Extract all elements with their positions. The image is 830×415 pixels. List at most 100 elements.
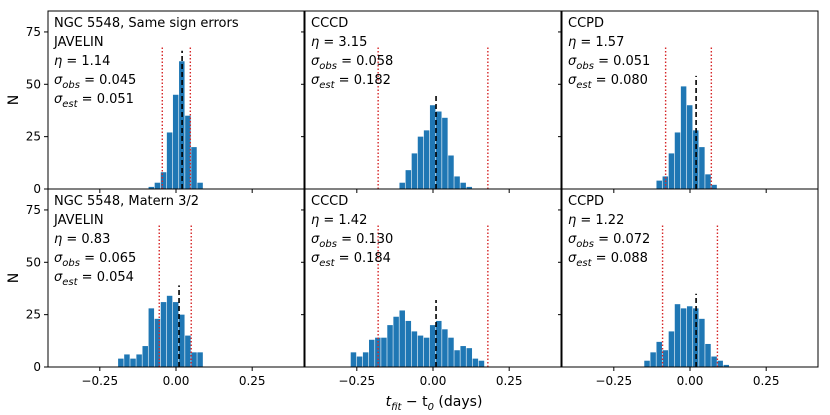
- histogram-bar: [423, 337, 430, 367]
- y-tick-label: 50: [26, 77, 41, 91]
- histogram-bar: [148, 308, 155, 367]
- histogram-bar: [674, 304, 681, 367]
- plot-area: [148, 46, 203, 189]
- histogram-bar: [191, 352, 197, 367]
- panel-row2-ccpd: −0.25 0.00 0.25 CCPD η = 1.22 σobs = 0.072σes…: [558, 188, 819, 388]
- y-tick-label: 50: [26, 255, 41, 269]
- x-tick-label: 0.00: [420, 374, 447, 388]
- histogram-bar: [124, 354, 130, 367]
- annotation-line: CCPD: [568, 194, 604, 209]
- annotation-line: σest = 0.054: [54, 270, 134, 288]
- panel-row2-javelin: 0 25 50 75 −0.25 0.00 0.25 NGC 5548, Matern 3/2…: [26, 188, 305, 388]
- panels-layer: 0 25 50 75 NGC 5548, Same sign errors JAVELIN…: [26, 10, 819, 388]
- histogram-bar: [680, 308, 687, 367]
- x-tick-label: 0.25: [496, 374, 523, 388]
- annotation-line: η = 1.14: [54, 54, 110, 69]
- histogram-bar: [674, 132, 681, 189]
- histogram-bar: [350, 352, 357, 367]
- histogram-bar: [166, 132, 173, 189]
- histogram-bar: [448, 155, 454, 189]
- histogram-bar: [369, 339, 375, 367]
- annotation-line: σobs = 0.065: [54, 251, 136, 269]
- annotation-line: CCCD: [311, 16, 348, 31]
- histogram-bar: [705, 174, 711, 189]
- histogram-bar: [662, 350, 669, 367]
- histogram-bar: [436, 111, 442, 189]
- histogram-bar: [160, 302, 167, 367]
- histogram-bar: [399, 182, 405, 189]
- histogram-bar: [454, 176, 460, 189]
- histogram-bar: [136, 354, 142, 367]
- histogram-bar: [172, 94, 179, 189]
- histogram-bar: [668, 331, 675, 367]
- histogram-bar: [411, 153, 418, 189]
- histogram-bar: [381, 337, 387, 367]
- x-tick-label: −0.25: [338, 374, 375, 388]
- histogram-bar: [705, 343, 711, 367]
- histogram-bar: [185, 335, 191, 367]
- histogram-bar: [662, 176, 669, 189]
- annotation-line: σest = 0.051: [54, 92, 134, 110]
- histogram-bar: [472, 358, 479, 367]
- histogram-bar: [356, 356, 363, 367]
- histogram-bar: [686, 105, 693, 189]
- histogram-bar: [154, 182, 161, 189]
- annotation-line: σest = 0.182: [311, 73, 391, 91]
- histogram-bar: [405, 170, 412, 189]
- histogram-bar: [197, 182, 203, 189]
- y-tick-label: 75: [26, 25, 41, 39]
- histogram-bar: [656, 180, 662, 189]
- histogram-bar: [442, 329, 448, 367]
- panel-row2-cccd: −0.25 0.00 0.25 CCCD η = 1.42 σobs = 0.130σes…: [301, 188, 562, 388]
- histogram-bar: [393, 316, 399, 367]
- y-tick-label: 25: [26, 308, 41, 322]
- x-tick-label: 0.00: [163, 374, 190, 388]
- histogram-bar: [466, 186, 473, 189]
- histogram-bar: [680, 86, 687, 189]
- histogram-bar: [436, 320, 442, 367]
- annotation-line: σobs = 0.045: [54, 73, 136, 91]
- y-tick-label: 0: [33, 360, 41, 374]
- x-axis-label: tfit − t0 (days): [386, 394, 483, 413]
- annotation-line: σobs = 0.072: [568, 232, 650, 250]
- histogram-bar: [417, 136, 424, 189]
- histogram-bar: [387, 325, 393, 367]
- histogram-bar: [179, 61, 185, 189]
- histogram-bar: [650, 352, 656, 367]
- y-tick-label: 0: [33, 182, 41, 196]
- histogram-bar: [454, 350, 460, 367]
- annotation-line: σest = 0.088: [568, 251, 648, 269]
- plot-area: [377, 46, 489, 189]
- annotation-line: σest = 0.080: [568, 73, 648, 91]
- histogram-bar: [160, 172, 167, 189]
- annotation-line: CCPD: [568, 16, 604, 31]
- x-tick-label: 0.00: [677, 374, 704, 388]
- x-tick-label: 0.25: [239, 374, 266, 388]
- histogram-bar: [118, 358, 124, 367]
- histogram-bar: [166, 295, 173, 367]
- annotation-line: NGC 5548, Matern 3/2: [54, 194, 199, 209]
- annotation-line: JAVELIN: [53, 213, 104, 228]
- histogram-bar: [148, 186, 155, 189]
- histogram-bar: [717, 360, 723, 367]
- histogram-bar: [362, 352, 369, 367]
- histogram-bar: [197, 352, 203, 367]
- annotation-line: NGC 5548, Same sign errors: [54, 16, 239, 31]
- annotation-line: JAVELIN: [53, 35, 104, 50]
- histogram-bar: [686, 306, 693, 367]
- y-tick-label: 25: [26, 130, 41, 144]
- histogram-bar: [154, 318, 161, 367]
- annotation-line: η = 1.22: [568, 213, 624, 228]
- histogram-bar: [448, 337, 454, 367]
- histogram-bar: [723, 364, 730, 367]
- plot-area: [656, 46, 717, 189]
- histogram-bar: [460, 182, 466, 189]
- annotation-line: η = 1.42: [311, 213, 367, 228]
- histogram-bar: [399, 310, 405, 367]
- annotation-line: η = 3.15: [311, 35, 367, 50]
- x-tick-label: 0.25: [753, 374, 780, 388]
